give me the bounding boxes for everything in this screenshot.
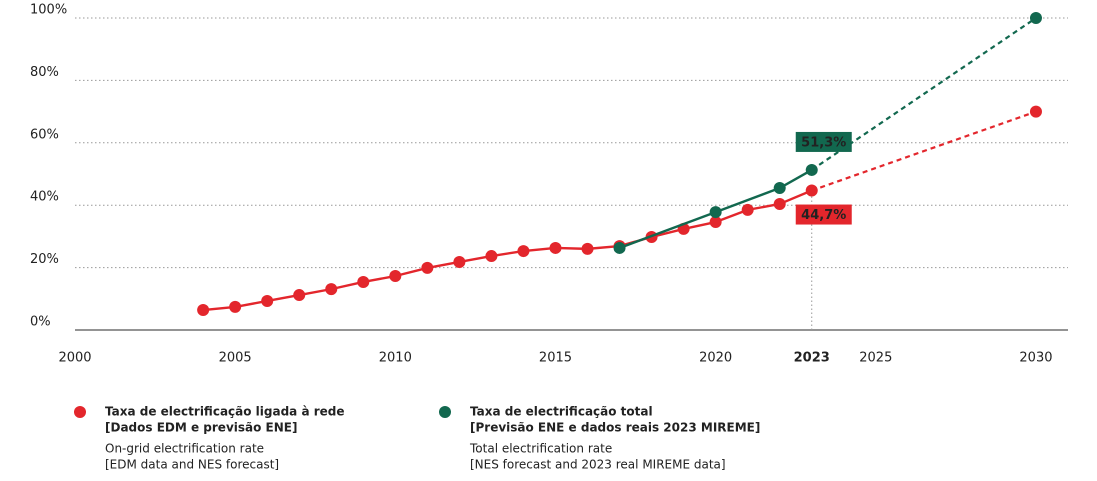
data-point bbox=[517, 245, 530, 258]
data-point bbox=[389, 270, 402, 283]
x-tick-label: 2030 bbox=[1019, 351, 1052, 366]
data-point bbox=[197, 304, 210, 317]
value-label-box bbox=[795, 204, 852, 225]
value-label: 44,7% bbox=[801, 208, 846, 223]
y-tick-label: 100% bbox=[30, 3, 67, 18]
data-point bbox=[325, 283, 338, 296]
data-point bbox=[805, 163, 818, 176]
y-tick-label: 0% bbox=[30, 315, 51, 330]
data-point bbox=[1029, 105, 1042, 118]
data-point bbox=[293, 289, 306, 302]
line-segment bbox=[715, 186, 781, 214]
data-point bbox=[741, 203, 754, 216]
legend-name: Taxa de electrificação ligada à rede bbox=[105, 405, 345, 419]
x-tick-label: 2005 bbox=[219, 351, 252, 366]
x-tick-label: 2010 bbox=[379, 351, 412, 366]
value-label: 51,3% bbox=[801, 135, 846, 150]
legend-detail: [Previsão ENE e dados reais 2023 MIREME] bbox=[470, 421, 760, 435]
y-tick-label: 60% bbox=[30, 127, 59, 142]
value-label-box bbox=[795, 131, 852, 152]
data-point bbox=[773, 197, 786, 210]
data-point bbox=[805, 184, 818, 197]
data-point bbox=[709, 216, 722, 229]
data-point bbox=[549, 241, 562, 254]
legend-detail: [Dados EDM e previsão ENE] bbox=[105, 421, 297, 435]
data-point bbox=[1029, 12, 1042, 24]
y-tick-label: 80% bbox=[30, 65, 59, 80]
legend-name: Taxa de electrificação total bbox=[470, 405, 653, 419]
legend-description: Total electrification rate bbox=[469, 442, 612, 456]
data-point bbox=[229, 300, 242, 313]
y-tick-label: 40% bbox=[30, 190, 59, 205]
legend-description: [NES forecast and 2023 real MIREME data] bbox=[470, 458, 726, 472]
data-point bbox=[581, 242, 594, 255]
data-point bbox=[261, 294, 274, 307]
x-tick-label: 2023 bbox=[794, 351, 830, 366]
data-point bbox=[773, 182, 786, 195]
x-tick-label: 2000 bbox=[58, 351, 91, 366]
line-segment bbox=[619, 210, 717, 250]
data-point bbox=[421, 261, 434, 274]
data-point bbox=[485, 250, 498, 263]
x-tick-label: 2015 bbox=[539, 351, 572, 366]
legend-marker bbox=[74, 406, 86, 418]
line-segment bbox=[779, 168, 813, 190]
legend-marker bbox=[439, 406, 451, 418]
legend-description: On-grid electrification rate bbox=[105, 442, 264, 456]
data-point bbox=[453, 255, 466, 268]
line-segment bbox=[811, 110, 1037, 192]
y-tick-label: 20% bbox=[30, 252, 59, 267]
data-point bbox=[613, 241, 626, 254]
legend-description: [EDM data and NES forecast] bbox=[105, 458, 279, 472]
x-tick-label: 2025 bbox=[859, 351, 892, 366]
data-point bbox=[357, 275, 370, 288]
x-tick-label: 2020 bbox=[699, 351, 732, 366]
data-point bbox=[709, 206, 722, 219]
